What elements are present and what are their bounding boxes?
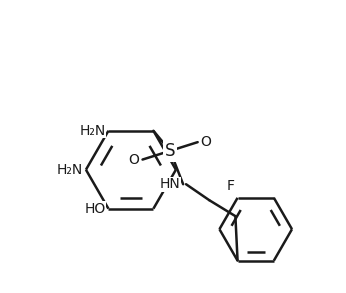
Text: H₂N: H₂N <box>57 163 83 177</box>
Text: F: F <box>227 179 235 193</box>
Text: O: O <box>129 153 140 166</box>
Text: HO: HO <box>84 202 106 216</box>
Text: O: O <box>201 135 211 149</box>
Text: H₂N: H₂N <box>79 124 106 138</box>
Text: HN: HN <box>160 177 180 191</box>
Text: S: S <box>165 142 175 160</box>
